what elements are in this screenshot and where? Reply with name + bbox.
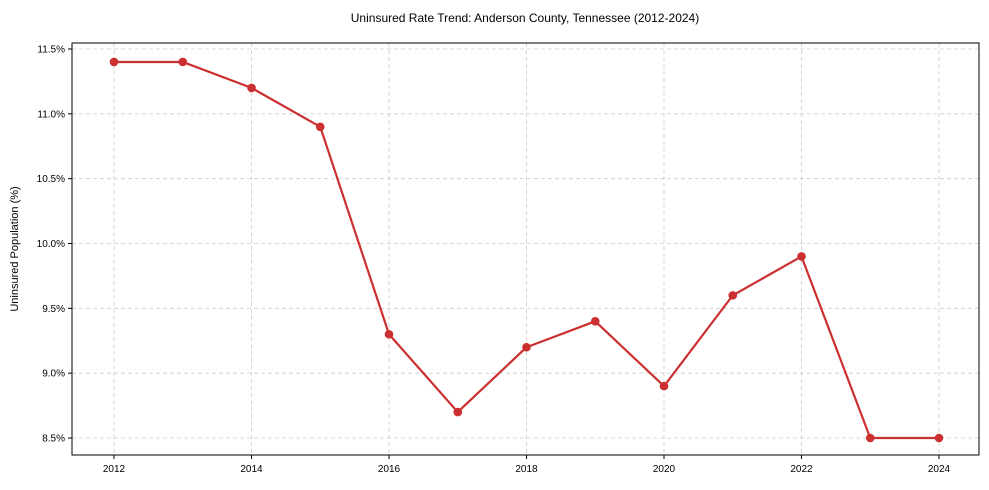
data-point-marker [247,83,256,93]
y-tick-label: 11.0% [37,109,65,120]
data-point-marker [109,57,119,67]
x-tick-label: 2016 [378,464,401,475]
x-tick-label: 2024 [928,464,951,475]
x-tick-label: 2012 [103,464,126,475]
data-point-marker [590,317,600,326]
x-axis: 2012 2014 2016 2018 2020 2022 2024 [103,455,951,475]
data-point-marker [659,381,669,391]
data-series [109,57,944,443]
x-tick-label: 2014 [240,464,263,475]
y-tick-label: 9.5% [42,304,65,315]
y-tick-label: 11.5% [37,45,65,56]
data-point-marker [797,252,806,261]
data-point-marker [315,122,325,132]
y-tick-label: 10.0% [37,239,65,250]
data-point-marker [453,407,463,417]
x-tick-label: 2020 [653,464,676,475]
data-point-marker [384,329,394,339]
x-tick-label: 2022 [790,464,813,475]
y-axis-label: Uninsured Population (%) [9,186,21,311]
data-point-marker [178,57,188,67]
y-tick-label: 9.0% [42,369,65,380]
x-tick-label: 2018 [515,464,538,475]
data-point-marker [728,291,738,300]
y-tick-label: 10.5% [37,174,65,185]
chart-title: Uninsured Rate Trend: Anderson County, T… [351,11,699,25]
data-point-marker [865,433,875,443]
y-tick-label: 8.5% [42,434,65,445]
data-point-marker [934,433,944,443]
y-axis: 8.5% 9.0% 9.5% 10.0% 10.5% 11.0% 11.5% [37,45,72,445]
plot-area-frame [71,42,980,456]
data-point-marker [522,342,531,352]
